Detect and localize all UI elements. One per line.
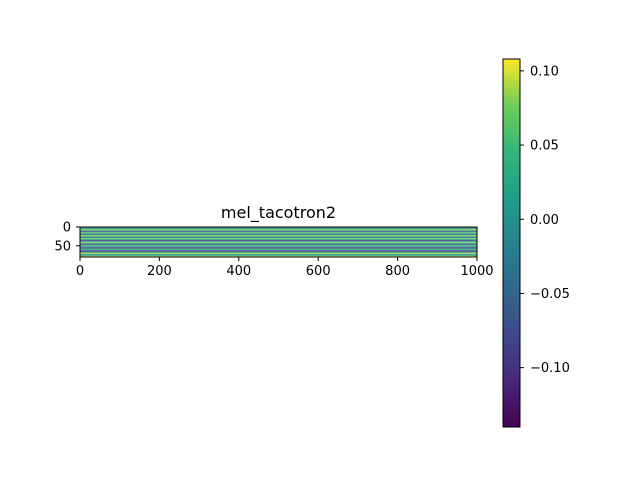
x-tick-label: 400 xyxy=(226,264,251,279)
x-axis: 0 200 400 600 800 1000 xyxy=(76,257,494,279)
x-tick-label: 600 xyxy=(306,264,331,279)
colorbar xyxy=(502,58,521,428)
colorbar-tick-label: 0.05 xyxy=(530,139,559,154)
y-axis: 050 xyxy=(54,221,80,254)
heatmap-image xyxy=(80,227,477,258)
x-tick-label: 200 xyxy=(147,264,172,279)
y-tick-label: 0 xyxy=(63,221,71,236)
colorbar-axis: 0.10 0.05 0.00 −0.05 −0.10 xyxy=(520,64,570,376)
chart-title: mel_tacotron2 xyxy=(221,203,336,223)
heatmap-frame xyxy=(79,226,478,258)
colorbar-tick-label: 0.10 xyxy=(530,64,559,79)
colorbar-tick-label: −0.10 xyxy=(530,361,570,376)
colorbar-tick-label: 0.00 xyxy=(530,213,559,228)
x-tick-label: 0 xyxy=(76,264,84,279)
x-tick-label: 800 xyxy=(385,264,410,279)
y-tick-label: 50 xyxy=(54,239,71,254)
colorbar-tick-label: −0.05 xyxy=(530,287,570,302)
x-tick-label: 1000 xyxy=(460,264,493,279)
